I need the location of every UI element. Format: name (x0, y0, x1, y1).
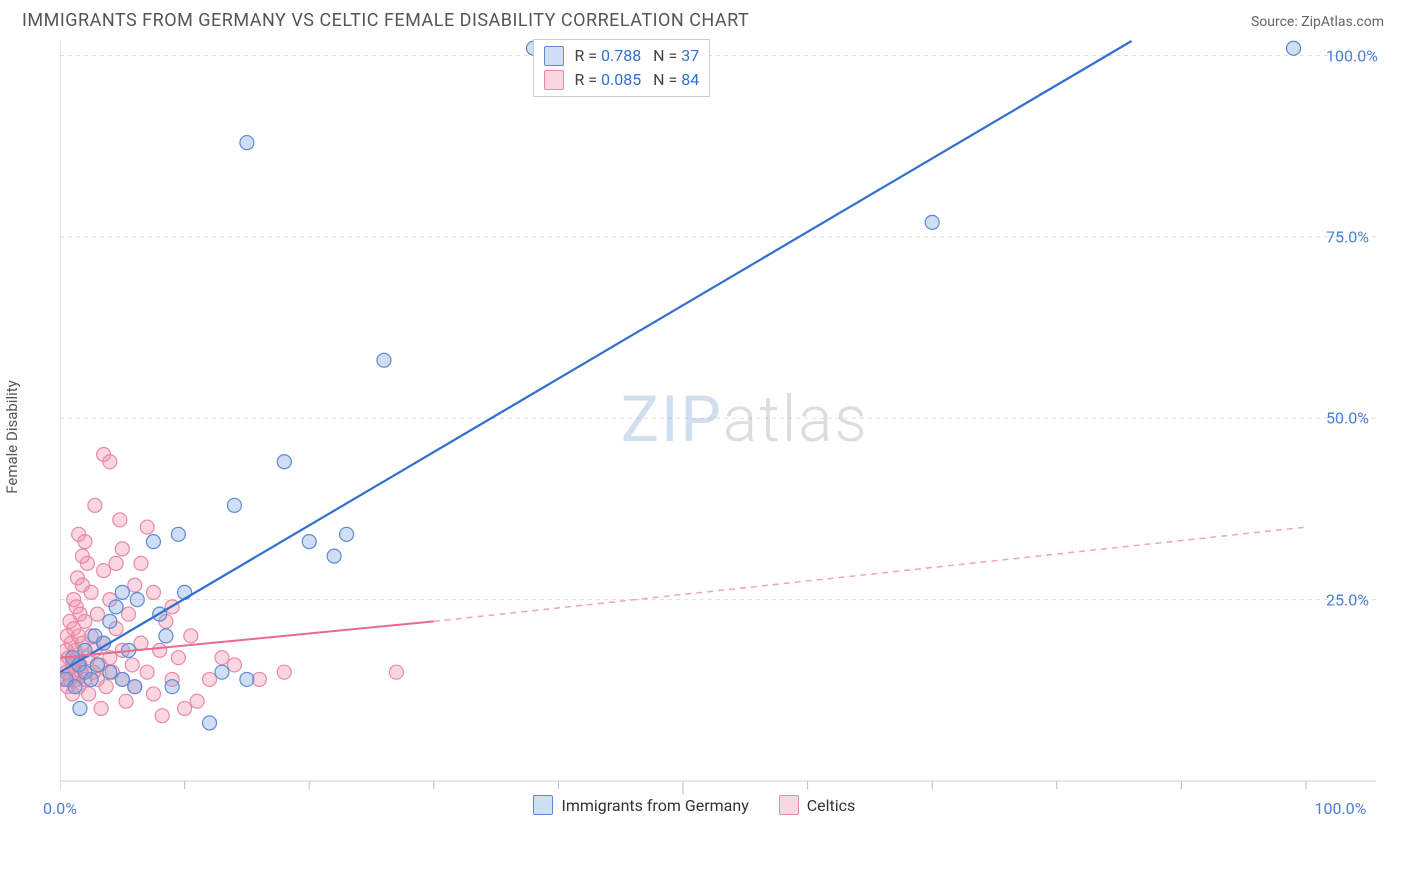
data-point-germany (327, 549, 341, 563)
data-point-celtics (78, 614, 92, 628)
data-point-germany (215, 665, 229, 679)
data-point-germany (925, 215, 939, 229)
data-point-celtics (97, 564, 111, 578)
legend-rn-row: R = 0.085 N = 84 (544, 68, 699, 92)
data-point-germany (1287, 41, 1301, 55)
trend-line-germany (60, 41, 1132, 672)
data-point-germany (84, 672, 98, 686)
data-point-celtics (146, 585, 160, 599)
data-point-celtics (153, 643, 167, 657)
legend-label: Immigrants from Germany (561, 796, 748, 815)
legend-swatch (544, 46, 564, 66)
data-point-celtics (103, 455, 117, 469)
data-point-celtics (88, 498, 102, 512)
data-point-celtics (134, 636, 148, 650)
data-point-germany (130, 593, 144, 607)
trend-line-celtics-dash (434, 527, 1306, 621)
data-point-germany (128, 680, 142, 694)
data-point-celtics (82, 687, 96, 701)
data-point-celtics (140, 665, 154, 679)
data-point-germany (302, 535, 316, 549)
data-point-celtics (146, 687, 160, 701)
legend-item: Immigrants from Germany (533, 795, 748, 815)
legend-swatch (544, 70, 564, 90)
data-point-celtics (184, 629, 198, 643)
data-point-germany (68, 680, 82, 694)
data-point-celtics (140, 520, 154, 534)
chart-header: IMMIGRANTS FROM GERMANY VS CELTIC FEMALE… (0, 0, 1406, 37)
data-point-celtics (119, 694, 133, 708)
data-point-celtics (178, 701, 192, 715)
chart-title: IMMIGRANTS FROM GERMANY VS CELTIC FEMALE… (22, 10, 749, 31)
data-point-celtics (215, 651, 229, 665)
x-tick-label: 100.0% (1314, 799, 1366, 818)
data-point-celtics (72, 527, 86, 541)
scatter-chart (60, 37, 1386, 837)
y-axis-title: Female Disability (3, 380, 21, 494)
data-point-celtics (389, 665, 403, 679)
data-point-germany (146, 535, 160, 549)
y-tick-label: 25.0% (1326, 590, 1369, 609)
data-point-celtics (115, 542, 129, 556)
legend-rn-row: R = 0.788 N = 37 (544, 44, 699, 68)
data-point-germany (115, 585, 129, 599)
y-tick-label: 75.0% (1326, 227, 1369, 246)
data-point-celtics (84, 585, 98, 599)
legend-rn-text: R = 0.085 N = 84 (574, 68, 699, 92)
data-point-germany (90, 658, 104, 672)
data-point-germany (178, 585, 192, 599)
data-point-germany (377, 353, 391, 367)
legend-item: Celtics (779, 795, 856, 815)
x-tick-label: 0.0% (43, 799, 77, 818)
data-point-germany (277, 455, 291, 469)
y-tick-label: 50.0% (1326, 409, 1369, 428)
data-point-celtics (94, 701, 108, 715)
data-point-germany (240, 136, 254, 150)
legend-swatch (533, 795, 553, 815)
data-point-celtics (122, 607, 136, 621)
data-point-germany (227, 498, 241, 512)
data-point-celtics (227, 658, 241, 672)
data-point-celtics (109, 556, 123, 570)
chart-source: Source: ZipAtlas.com (1251, 14, 1384, 30)
data-point-germany (340, 527, 354, 541)
data-point-celtics (155, 709, 169, 723)
data-point-celtics (113, 513, 127, 527)
data-point-germany (240, 672, 254, 686)
legend-bottom: Immigrants from Germany Celtics (533, 795, 855, 815)
data-point-celtics (75, 549, 89, 563)
legend-swatch (779, 795, 799, 815)
data-point-germany (73, 701, 87, 715)
data-point-germany (115, 672, 129, 686)
data-point-germany (103, 665, 117, 679)
data-point-germany (109, 600, 123, 614)
data-point-celtics (128, 578, 142, 592)
data-point-germany (171, 527, 185, 541)
legend-label: Celtics (807, 796, 856, 815)
legend-rn-box: R = 0.788 N = 37R = 0.085 N = 84 (533, 39, 710, 97)
data-point-celtics (125, 658, 139, 672)
data-point-celtics (190, 694, 204, 708)
data-point-celtics (277, 665, 291, 679)
plot-area: Female Disability ZIPatlas25.0%50.0%75.0… (48, 37, 1386, 837)
data-point-germany (103, 614, 117, 628)
y-tick-label: 100.0% (1326, 46, 1378, 65)
data-point-celtics (134, 556, 148, 570)
data-point-celtics (203, 672, 217, 686)
data-point-germany (203, 716, 217, 730)
data-point-celtics (90, 607, 104, 621)
data-point-celtics (171, 651, 185, 665)
data-point-germany (159, 629, 173, 643)
data-point-celtics (99, 680, 113, 694)
legend-rn-text: R = 0.788 N = 37 (574, 44, 699, 68)
data-point-germany (165, 680, 179, 694)
